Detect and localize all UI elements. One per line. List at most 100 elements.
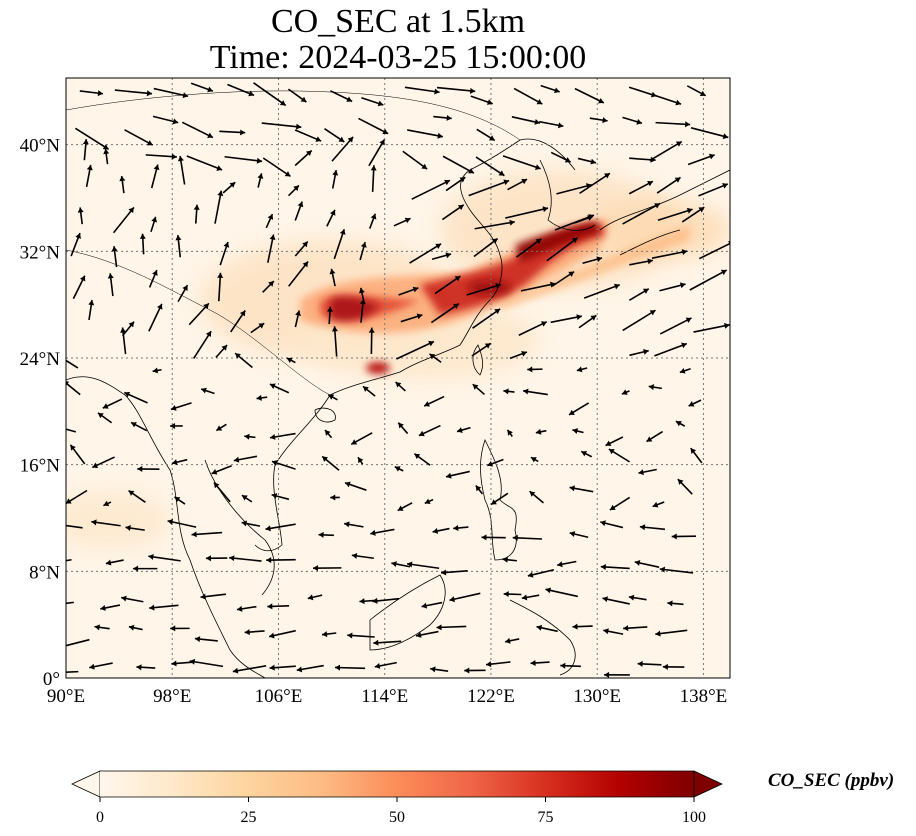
wind-arrow-head — [148, 553, 154, 560]
wind-arrow-shaft — [193, 330, 212, 359]
wind-arrow-head — [469, 87, 476, 94]
wind-arrow-head — [105, 559, 112, 566]
wind-arrow-head — [346, 96, 353, 102]
wind-arrow-head — [468, 168, 474, 174]
wind-arrow-head — [146, 90, 153, 97]
wind-arrow-head — [639, 524, 646, 531]
wind-arrow-shaft — [191, 531, 223, 536]
wind-arrow-head — [88, 299, 95, 306]
wind-arrow-head — [602, 596, 608, 603]
wind-arrow-head — [475, 485, 482, 492]
wind-arrow-head — [605, 440, 612, 447]
wind-arrow-head — [503, 388, 509, 395]
wind-arrow-head — [557, 561, 563, 568]
wind-arrow-head — [675, 99, 682, 106]
wind-arrow-shaft — [690, 127, 729, 139]
wind-arrow-head — [536, 99, 543, 105]
wind-arrow-shaft — [472, 308, 501, 329]
wind-arrow-head — [312, 565, 319, 572]
wind-arrow-head — [416, 632, 422, 638]
wind-arrow-head — [194, 636, 201, 643]
wind-arrow-shaft — [358, 117, 389, 135]
wind-arrow-shaft — [698, 242, 730, 260]
wind-arrow-head — [329, 268, 336, 275]
wind-arrow-head — [77, 207, 84, 213]
colorbar-ticks: 0 25 50 75 100 — [96, 797, 706, 826]
wind-arrow-shaft — [181, 121, 214, 139]
wind-arrow-head — [266, 557, 272, 564]
x-tick-label: 114°E — [361, 686, 408, 707]
wind-arrow-head — [459, 177, 466, 183]
wind-arrow-head — [171, 153, 177, 160]
wind-arrow-head — [66, 498, 72, 504]
wind-arrow-head — [521, 594, 528, 601]
wind-arrow-head — [265, 525, 271, 532]
colorbar-tick-label: 100 — [682, 809, 706, 826]
wind-arrow-head — [217, 190, 224, 197]
wind-arrow-shaft — [546, 237, 579, 262]
wind-arrow-shaft — [406, 562, 440, 570]
co-haze — [590, 200, 730, 260]
wind-arrow-shaft — [333, 326, 338, 357]
wind-arrow-head — [557, 122, 564, 129]
wind-arrow-shaft — [288, 261, 309, 287]
wind-arrow-head — [487, 460, 494, 467]
wind-arrow-shaft — [66, 638, 90, 647]
wind-arrow-head — [685, 317, 692, 323]
wind-arrow-head — [170, 422, 176, 429]
wind-arrow-head — [172, 118, 179, 125]
x-tick-label: 90°E — [47, 686, 85, 707]
coastline-borneo — [369, 574, 446, 651]
wind-arrow-shaft — [74, 127, 110, 150]
border-line — [66, 249, 331, 396]
wind-arrow-head — [256, 394, 262, 401]
wind-arrow-head — [436, 624, 442, 631]
co-haze — [66, 490, 170, 550]
wind-arrow-shaft — [689, 269, 728, 291]
wind-arrow-head — [271, 493, 278, 499]
wind-arrow-head — [590, 315, 597, 321]
wind-arrow-shaft — [145, 154, 177, 158]
wind-arrow-head — [604, 671, 610, 678]
wind-arrow-shaft — [189, 660, 224, 668]
wind-arrow-shaft — [407, 129, 443, 138]
wind-arrow-head — [564, 157, 571, 163]
wind-arrow-head — [596, 256, 603, 263]
wind-arrow-head — [684, 121, 691, 128]
wind-arrow-head — [638, 469, 644, 476]
wind-arrow-head — [530, 457, 537, 463]
wind-arrow-head — [97, 412, 104, 419]
wind-arrow-head — [177, 155, 184, 162]
wind-arrow-head — [125, 525, 131, 531]
wind-arrow-head — [655, 630, 661, 637]
wind-arrow-shaft — [148, 555, 181, 562]
border-line — [66, 90, 521, 141]
wind-arrow-head — [257, 173, 264, 179]
wind-arrow-head — [270, 433, 276, 440]
wind-arrow-head — [229, 182, 236, 188]
wind-arrow-head — [521, 350, 527, 357]
wind-arrow-head — [229, 555, 235, 562]
wind-arrow-head — [170, 404, 177, 411]
wind-arrow-head — [603, 628, 609, 635]
wind-arrow-shaft — [649, 140, 683, 162]
wind-arrow-shaft — [124, 129, 154, 146]
wind-arrow-shaft — [66, 428, 77, 433]
wind-arrow-head — [237, 605, 243, 612]
wind-arrow-head — [377, 100, 384, 107]
wind-arrow-shaft — [466, 283, 502, 296]
coastline-china-east — [329, 138, 576, 396]
wind-arrow-head — [699, 90, 706, 96]
wind-arrow-head — [404, 217, 411, 224]
colorbar-tick-label: 75 — [538, 809, 554, 826]
wind-arrow-head — [97, 90, 104, 97]
wind-arrow-head — [590, 158, 596, 165]
wind-arrow-shaft — [659, 317, 692, 335]
wind-arrow-head — [233, 456, 240, 463]
wind-arrow-head — [157, 303, 163, 310]
wind-arrow-head — [454, 276, 461, 282]
wind-arrow-head — [643, 348, 649, 355]
wind-arrow-head — [133, 565, 139, 572]
wind-arrow-head — [128, 490, 135, 496]
wind-arrow-head — [671, 533, 677, 540]
